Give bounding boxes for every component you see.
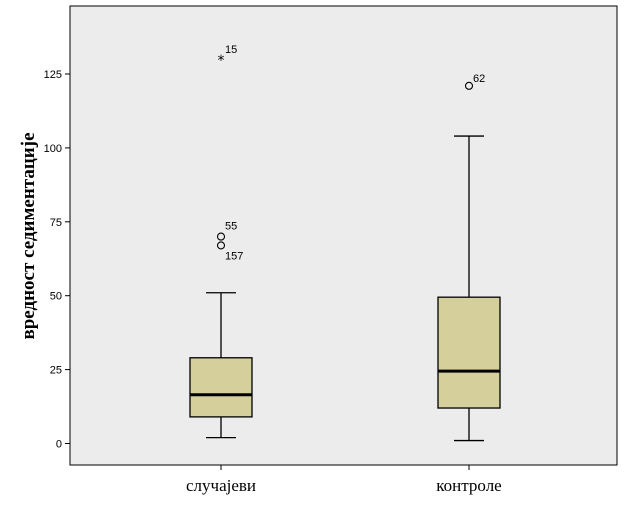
extreme-outlier-marker: *: [218, 53, 225, 69]
y-tick-label: 100: [44, 143, 62, 155]
box: [189, 357, 253, 418]
y-tick-label: 125: [44, 69, 62, 81]
y-axis-title: вредност седиментације: [18, 132, 39, 339]
y-axis: 0 25 50 75 100 125: [44, 69, 70, 451]
box-group: 62: [437, 73, 501, 442]
y-tick-label: 75: [50, 217, 62, 229]
x-tick-label: случајеви: [186, 476, 256, 495]
y-tick-label: 0: [56, 439, 62, 451]
outlier-marker: [464, 81, 474, 90]
x-axis: случајеви контроле: [186, 465, 502, 495]
y-tick-label: 25: [50, 365, 62, 377]
outlier-marker: [216, 232, 226, 241]
box: [437, 296, 501, 409]
outlier-label: 55: [225, 221, 237, 233]
outlier-label: 157: [225, 250, 243, 262]
plot-area: [69, 5, 618, 466]
y-tick-label: 50: [50, 291, 62, 303]
x-tick-label: контроле: [436, 476, 501, 495]
box-group: 55 157 *15: [189, 44, 253, 439]
outlier-label: 62: [473, 73, 485, 85]
outlier-marker: [216, 241, 226, 250]
box-series: 55 157 *15 62: [189, 44, 501, 442]
outlier-label: 15: [225, 44, 237, 56]
